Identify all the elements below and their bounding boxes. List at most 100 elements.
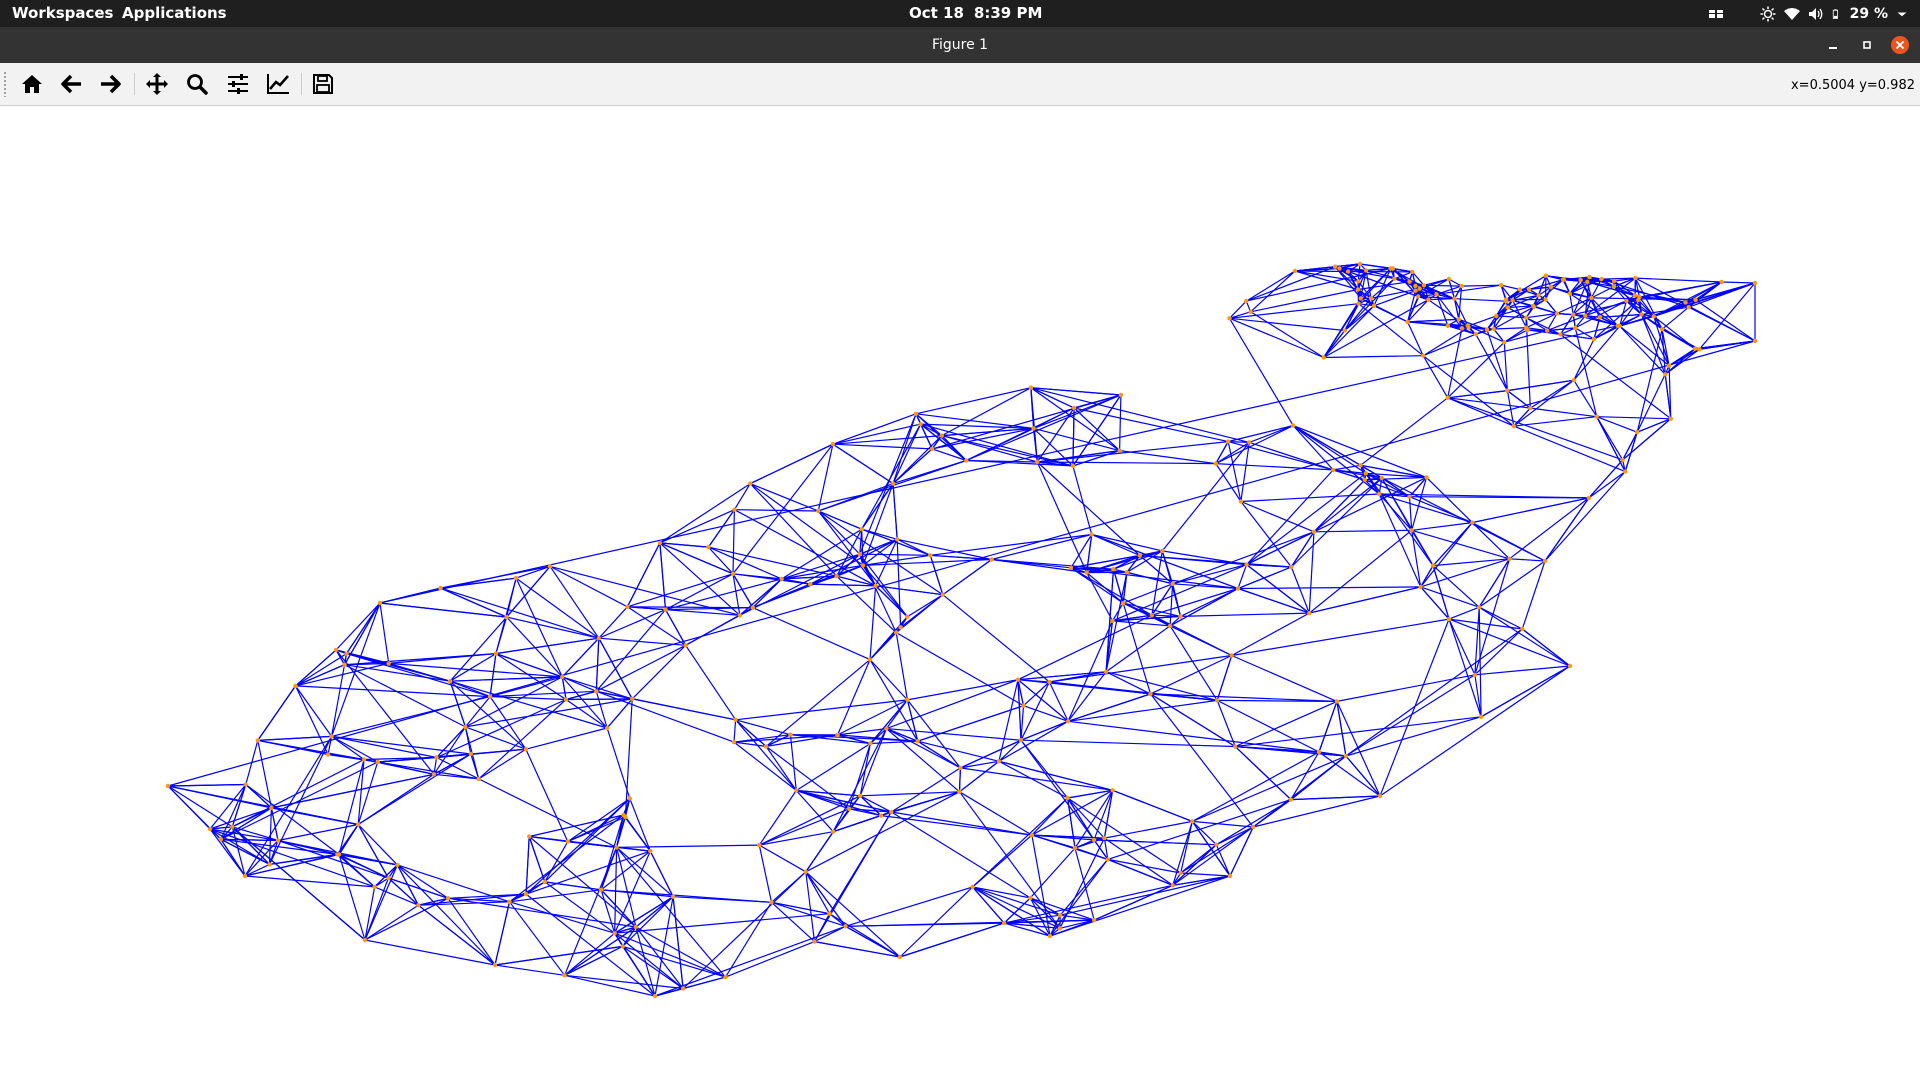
graph-edge (1622, 418, 1672, 461)
graph-node (1358, 296, 1364, 301)
graph-edge (1636, 418, 1672, 433)
close-icon[interactable] (1891, 36, 1909, 54)
pan-button[interactable] (143, 70, 171, 98)
graph-edge (1433, 558, 1510, 567)
graph-node (757, 842, 762, 848)
graph-edge (1234, 700, 1338, 748)
system-tray[interactable]: 29 % (1708, 3, 1908, 25)
graph-edge (1626, 281, 1722, 302)
brightness-icon[interactable] (1760, 6, 1776, 22)
graph-edge (1318, 751, 1346, 757)
graph-edge (595, 609, 666, 692)
graph-node (1409, 528, 1414, 533)
graph-node (1149, 613, 1155, 618)
graph-edge (920, 423, 1074, 467)
home-button[interactable] (18, 70, 46, 98)
graph-edge (1585, 315, 1618, 327)
graph-edge (895, 632, 908, 700)
graph-edge (880, 791, 960, 817)
graph-edge (906, 699, 961, 769)
graph-edge (861, 483, 894, 530)
graph-edge (1573, 379, 1598, 418)
graph-edge (1519, 288, 1539, 296)
graph-edge (1126, 555, 1141, 573)
minimize-icon[interactable] (1824, 36, 1842, 54)
graph-node (657, 540, 663, 546)
graph-edge (1313, 529, 1412, 533)
graph-edge (859, 553, 931, 556)
graph-edge (209, 828, 375, 888)
graph-edge (1596, 416, 1671, 420)
graph-edge (1513, 407, 1531, 427)
window-list-icon[interactable] (1708, 6, 1724, 22)
graph-edge (899, 922, 1005, 958)
workspaces-menu[interactable]: Workspaces (12, 4, 114, 22)
graph-edge (1447, 397, 1623, 461)
battery-icon[interactable] (1832, 6, 1842, 22)
graph-edge (734, 509, 819, 512)
graph-edge (1407, 299, 1429, 323)
graph-edge (1407, 321, 1468, 327)
graph-edge (1240, 500, 1315, 533)
window-titlebar[interactable]: Figure 1 (0, 27, 1920, 63)
graph-edge (1031, 789, 1113, 836)
graph-edge (1105, 671, 1151, 695)
graph-edge (941, 435, 967, 461)
graph-edge (396, 864, 419, 906)
chevron-down-icon[interactable] (1896, 6, 1908, 22)
figure-canvas[interactable] (0, 106, 1920, 1080)
graph-node (431, 772, 437, 777)
graph-node (620, 944, 625, 949)
volume-icon[interactable] (1808, 6, 1824, 22)
graph-edge (1020, 681, 1050, 741)
graph-edge (1023, 681, 1050, 707)
save-button[interactable] (309, 70, 337, 98)
configure-subplots-button[interactable] (224, 70, 252, 98)
graph-edge (277, 839, 338, 855)
graph-edge (1448, 278, 1462, 287)
graph-node (897, 954, 903, 960)
edit-axes-button[interactable] (264, 70, 292, 98)
graph-edge (1619, 313, 1642, 327)
graph-edge (1668, 348, 1700, 367)
graph-edge (1030, 387, 1121, 396)
graph-edge (1493, 306, 1535, 330)
wifi-icon[interactable] (1783, 6, 1800, 22)
graph-edge (1068, 720, 1320, 753)
graph-edge (635, 896, 674, 928)
graph-node (670, 894, 676, 899)
graph-edge (1049, 681, 1218, 701)
graph-edge (869, 659, 919, 742)
graph-edge (1060, 875, 1231, 916)
graph-edge (1004, 922, 1060, 929)
graph-edge (930, 554, 992, 561)
back-button[interactable] (58, 70, 86, 98)
graph-node (706, 544, 711, 550)
graph-node (733, 717, 738, 722)
graph-edge (1037, 461, 1216, 465)
graph-edge (1585, 315, 1600, 318)
clock[interactable]: Oct 18 8:39 PM (909, 4, 1052, 22)
graph-edge (344, 662, 389, 666)
graph-edge (622, 926, 637, 947)
graph-node (1659, 327, 1665, 332)
graph-node (1510, 298, 1515, 303)
graph-edge (598, 609, 666, 639)
applications-menu[interactable]: Applications (122, 4, 227, 22)
graph-edge (596, 644, 686, 692)
forward-button[interactable] (96, 70, 124, 98)
graph-edge (1240, 501, 1292, 568)
graph-edge (1323, 299, 1429, 359)
graph-node (1405, 319, 1410, 325)
graph-node (293, 683, 298, 689)
graph-edge (1505, 288, 1530, 301)
zoom-button[interactable] (183, 70, 211, 98)
graph-edge (790, 734, 871, 745)
graph-edge (1471, 522, 1510, 560)
toolbar-grip[interactable] (3, 71, 7, 97)
graph-node (989, 557, 994, 562)
maximize-icon[interactable] (1858, 36, 1876, 54)
graph-edge (257, 735, 332, 741)
graph-node (1528, 405, 1533, 411)
graph-edge (1246, 564, 1310, 614)
